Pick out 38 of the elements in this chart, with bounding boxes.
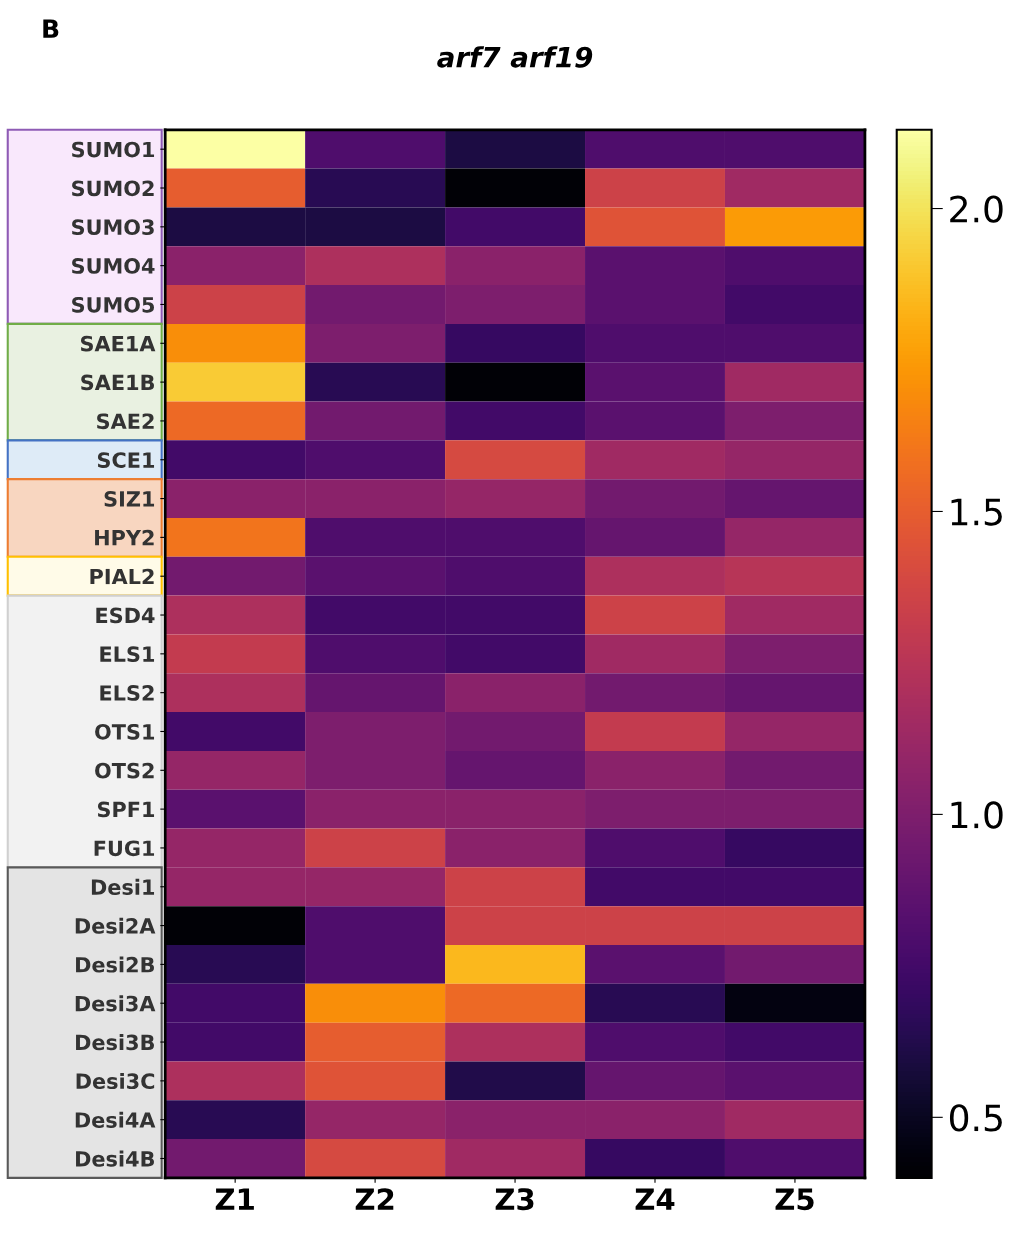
y-tick-label: Desi2B [76, 956, 154, 973]
y-tick-label: SUMO2 [72, 180, 154, 197]
y-tick-label: SAE1A [80, 335, 156, 352]
y-tick-label: SUMO3 [72, 219, 154, 236]
y-tick-label: SUMO4 [72, 258, 155, 274]
y-tick-label: SAE2 [97, 413, 154, 430]
y-tick-label: ESD4 [96, 607, 155, 624]
text: B [43, 19, 59, 38]
color-bar-label: 1.0 [951, 801, 1003, 829]
x-tick-label: Z5 [775, 1188, 814, 1211]
x-tick-label: Z1 [215, 1188, 254, 1210]
x-tick-label: Z3 [495, 1188, 534, 1211]
y-tick-label: Desi4A [75, 1111, 156, 1128]
color-bar-label: 0.5 [949, 1104, 1002, 1132]
color-bar-label: 2.0 [950, 195, 1003, 223]
y-tick-label: SAE1B [81, 374, 154, 391]
y-tick-label: PIAL2 [90, 568, 154, 585]
y-tick-label: SUMO5 [72, 296, 155, 313]
y-tick-label: SUMO1 [72, 141, 155, 158]
y-tick-label: ELS2 [100, 685, 154, 701]
y-tick-label: Desi4B [76, 1150, 154, 1167]
y-tick-label: FUG1 [94, 840, 155, 857]
y-tick-label: Desi3A [75, 995, 156, 1012]
y-tick-label: SIZ1 [104, 491, 155, 507]
y-tick-label: SCE1 [97, 452, 155, 468]
y-tick-label: Desi3B [76, 1034, 154, 1051]
y-tick-label: ELS1 [100, 646, 155, 663]
y-tick-label: SPF1 [97, 801, 155, 818]
y-tick-label: HPY2 [95, 529, 154, 546]
color-bar-label: 1.5 [951, 498, 1002, 526]
y-tick-label: Desi1 [91, 878, 155, 895]
x-tick-label: Z4 [635, 1188, 675, 1210]
y-tick-label: Desi3C [76, 1072, 155, 1090]
y-tick-label: OTS2 [95, 762, 154, 779]
x-tick-label: Z2 [355, 1188, 394, 1210]
y-tick-label: Desi2A [75, 917, 156, 934]
y-tick-label: OTS1 [95, 723, 155, 740]
chart-title: arf7 arf19 [437, 46, 593, 68]
